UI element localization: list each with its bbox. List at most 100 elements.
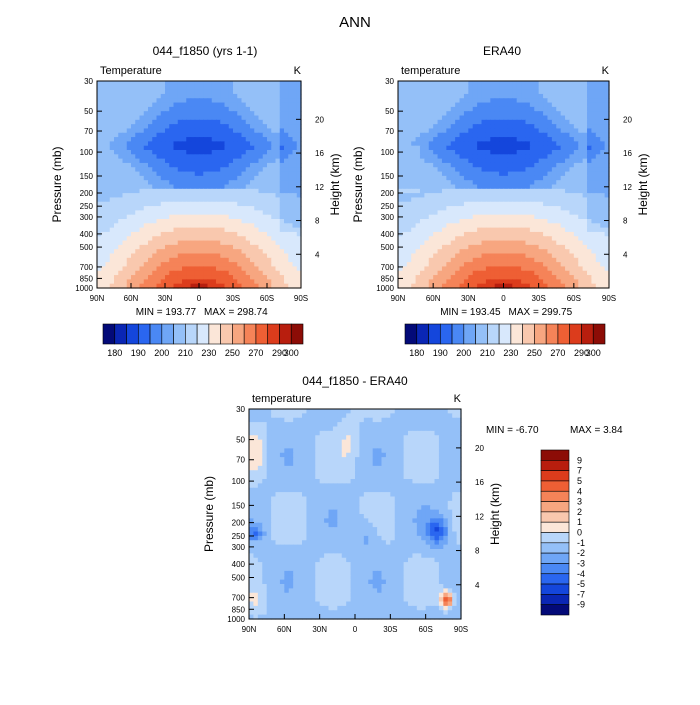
heatmap-cell (521, 254, 526, 259)
heatmap-cell (411, 167, 416, 172)
heatmap-cell (508, 154, 513, 159)
heatmap-cell (157, 254, 162, 259)
heatmap-cell (539, 245, 544, 250)
heatmap-cell (460, 215, 465, 220)
heatmap-cell (446, 185, 451, 190)
heatmap-cell (543, 116, 548, 121)
heatmap-cell (473, 176, 478, 181)
heatmap-cell (583, 154, 588, 159)
heatmap-cell (216, 232, 221, 237)
heatmap-cell (561, 215, 566, 220)
heatmap-cell (525, 206, 530, 211)
x-tick-label: 30N (461, 294, 476, 303)
heatmap-cell (411, 150, 416, 155)
heatmap-cell (433, 124, 438, 129)
heatmap-cell (284, 219, 289, 224)
heatmap-cell (495, 275, 500, 280)
heatmap-cell (131, 271, 136, 276)
heatmap-cell (433, 141, 438, 146)
heatmap-cell (123, 249, 128, 254)
heatmap-cell (512, 90, 517, 95)
heatmap-cell (161, 249, 166, 254)
heatmap-cell (276, 150, 281, 155)
heatmap-cell (212, 219, 217, 224)
heatmap-cell (276, 98, 281, 103)
heatmap-cell (288, 241, 293, 246)
heatmap-cell (157, 163, 162, 168)
heatmap-cell (517, 258, 522, 263)
heatmap-cell (552, 103, 557, 108)
heatmap-cell (473, 223, 478, 228)
heatmap-cell (486, 241, 491, 246)
heatmap-cell (157, 154, 162, 159)
heatmap-cell (569, 185, 574, 190)
heatmap-cell (556, 210, 561, 215)
heatmap-cell (152, 197, 157, 202)
heatmap-cell (433, 116, 438, 121)
heatmap-cell (199, 150, 204, 155)
heatmap-cell (521, 90, 526, 95)
heatmap-cell (220, 262, 225, 267)
heatmap-cell (455, 185, 460, 190)
heatmap-cell (148, 262, 153, 267)
heatmap-cell (212, 124, 217, 129)
heatmap-cell (220, 197, 225, 202)
heatmap-cell (398, 120, 403, 125)
heatmap-cell (468, 219, 473, 224)
heatmap-cell (416, 210, 421, 215)
heatmap-cell (225, 137, 230, 142)
heatmap-cell (106, 159, 111, 164)
heatmap-cell (246, 228, 251, 233)
heatmap-cell (561, 90, 566, 95)
heatmap-cell (512, 159, 517, 164)
heatmap-cell (267, 418, 272, 423)
heatmap-cell (486, 85, 491, 90)
heatmap-cell (407, 279, 412, 284)
heatmap-cell (398, 249, 403, 254)
heatmap-cell (517, 146, 522, 151)
heatmap-cell (460, 107, 465, 112)
heatmap-cell (225, 254, 230, 259)
heatmap-cell (225, 128, 230, 133)
heatmap-cell (578, 271, 583, 276)
heatmap-cell (250, 266, 255, 271)
heatmap-cell (495, 258, 500, 263)
heatmap-cell (220, 254, 225, 259)
heatmap-cell (288, 150, 293, 155)
heatmap-cell (233, 163, 238, 168)
heatmap-cell (114, 159, 119, 164)
heatmap-cell (199, 245, 204, 250)
heatmap-cell (473, 215, 478, 220)
heatmap-cell (246, 107, 251, 112)
heatmap-cell (411, 279, 416, 284)
heatmap-cell (118, 249, 123, 254)
heatmap-cell (482, 254, 487, 259)
heatmap-cell (411, 81, 416, 86)
colorbar-label: 270 (550, 348, 565, 358)
heatmap-cell (131, 107, 136, 112)
heatmap-cell (135, 210, 140, 215)
heatmap-cell (152, 258, 157, 263)
heatmap-cell (398, 206, 403, 211)
heatmap-cell (131, 85, 136, 90)
heatmap-cell (280, 189, 285, 194)
heatmap-cell (521, 223, 526, 228)
heatmap-cell (446, 128, 451, 133)
heatmap-cell (152, 85, 157, 90)
heatmap-cell (574, 107, 579, 112)
heatmap-cell (148, 266, 153, 271)
heatmap-cell (556, 154, 561, 159)
heatmap-cell (118, 124, 123, 129)
heatmap-cell (517, 141, 522, 146)
heatmap-cell (259, 116, 264, 121)
heatmap-cell (123, 133, 128, 138)
heatmap-cell (464, 98, 469, 103)
heatmap-cell (411, 146, 416, 151)
heatmap-cell (169, 98, 174, 103)
heatmap-cell (455, 254, 460, 259)
heatmap-cell (284, 210, 289, 215)
heatmap-cell (191, 141, 196, 146)
heatmap-cell (486, 219, 491, 224)
heatmap-cell (482, 159, 487, 164)
heatmap-cell (216, 241, 221, 246)
